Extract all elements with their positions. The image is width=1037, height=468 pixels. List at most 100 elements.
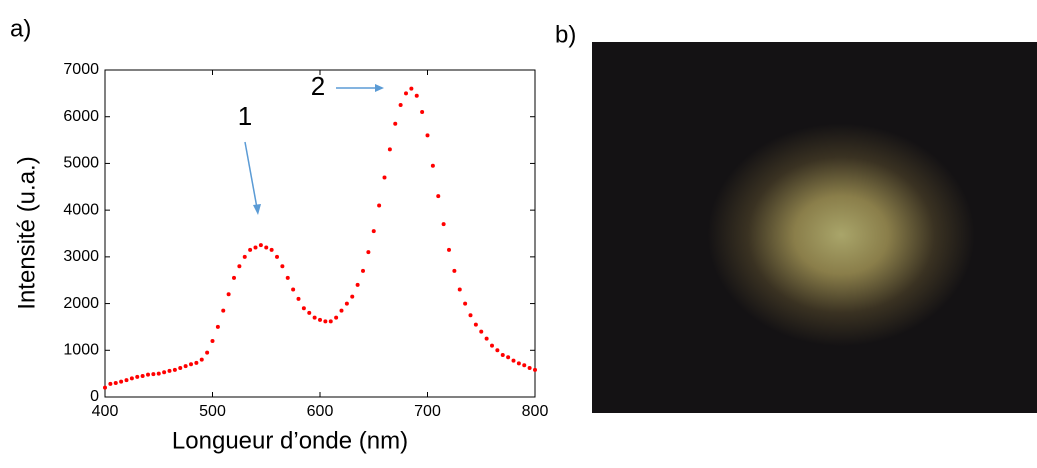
y-tick-label: 2000 — [63, 295, 99, 312]
camera-spot — [592, 42, 1037, 413]
data-point — [172, 367, 177, 372]
data-point — [291, 287, 296, 292]
data-point — [516, 361, 521, 366]
arrow — [244, 141, 258, 209]
x-tick-label: 800 — [522, 403, 549, 420]
data-point — [301, 306, 306, 311]
data-point — [162, 370, 167, 375]
data-point — [296, 296, 301, 301]
data-point — [221, 308, 226, 313]
data-point — [382, 175, 387, 180]
y-tick-label: 0 — [90, 388, 99, 405]
data-point — [210, 338, 215, 343]
data-point — [146, 372, 150, 377]
data-point — [511, 358, 516, 363]
x-tick-label: 600 — [307, 403, 334, 420]
data-point — [178, 366, 183, 371]
data-point — [318, 317, 322, 322]
data-point — [441, 222, 446, 227]
data-point — [393, 121, 398, 126]
data-point — [527, 366, 532, 371]
data-point — [350, 294, 355, 299]
data-point — [484, 336, 489, 341]
data-point — [280, 264, 285, 269]
data-point — [140, 373, 145, 378]
y-tick-label: 4000 — [63, 201, 99, 218]
data-point — [409, 86, 414, 91]
data-point — [194, 360, 199, 365]
data-point — [129, 376, 134, 381]
data-point — [463, 301, 468, 306]
data-point — [420, 110, 425, 115]
annotation: 2 — [311, 71, 325, 101]
data-point — [167, 368, 172, 373]
data-point — [215, 324, 220, 329]
data-point — [414, 93, 419, 98]
data-point — [361, 268, 365, 273]
plot-frame — [104, 69, 536, 398]
data-point — [253, 245, 258, 250]
data-point — [366, 250, 371, 255]
data-point — [275, 254, 279, 259]
data-point — [473, 322, 478, 327]
data-point — [387, 147, 392, 152]
data-point — [430, 163, 435, 168]
data-point — [377, 203, 382, 208]
data-point — [156, 371, 161, 376]
data-point — [479, 329, 484, 334]
data-point — [119, 379, 124, 384]
data-point — [226, 292, 231, 297]
data-point — [258, 243, 263, 248]
arrow-head — [375, 84, 384, 92]
data-point — [199, 357, 204, 362]
data-point — [264, 245, 269, 250]
data-point — [457, 287, 462, 292]
data-point — [490, 343, 494, 348]
data-point — [242, 254, 247, 259]
y-tick-label: 7000 — [63, 61, 99, 78]
y-tick-label: 3000 — [63, 248, 99, 265]
data-point — [334, 315, 339, 320]
data-point — [269, 247, 274, 252]
data-point — [237, 264, 242, 269]
data-point — [425, 133, 430, 138]
data-point — [522, 363, 527, 368]
data-point — [495, 348, 500, 353]
data-point — [533, 367, 537, 372]
data-point — [307, 310, 312, 315]
data-point — [232, 275, 236, 280]
x-axis-label: Longueur d’onde (nm) — [172, 427, 408, 454]
arrow-head — [253, 204, 261, 215]
data-point — [189, 362, 193, 367]
data-point — [151, 372, 156, 377]
data-point — [312, 315, 317, 320]
data-point — [205, 350, 210, 355]
data-point — [468, 313, 473, 318]
annotation: 1 — [238, 101, 252, 131]
data-point — [404, 91, 408, 96]
data-point — [328, 319, 333, 324]
data-point — [436, 194, 441, 199]
data-point — [447, 247, 451, 252]
data-point — [183, 364, 188, 369]
x-tick-label: 400 — [92, 403, 119, 420]
data-point — [452, 268, 457, 273]
data-point — [398, 103, 403, 108]
y-axis-label: Intensité (u.a.) — [13, 156, 40, 309]
data-point — [344, 301, 349, 306]
y-tick-label: 5000 — [63, 155, 99, 172]
data-point — [355, 282, 360, 287]
data-point — [339, 308, 344, 313]
annotation: a) — [10, 15, 31, 42]
data-point — [248, 247, 253, 252]
y-tick-label: 6000 — [63, 108, 99, 125]
data-point — [103, 385, 107, 390]
y-tick-label: 1000 — [63, 342, 99, 359]
annotation: b) — [555, 21, 576, 48]
data-point — [285, 275, 290, 280]
data-point — [500, 352, 505, 357]
data-point — [506, 355, 511, 360]
data-point — [135, 374, 140, 379]
x-tick-label: 500 — [199, 403, 226, 420]
